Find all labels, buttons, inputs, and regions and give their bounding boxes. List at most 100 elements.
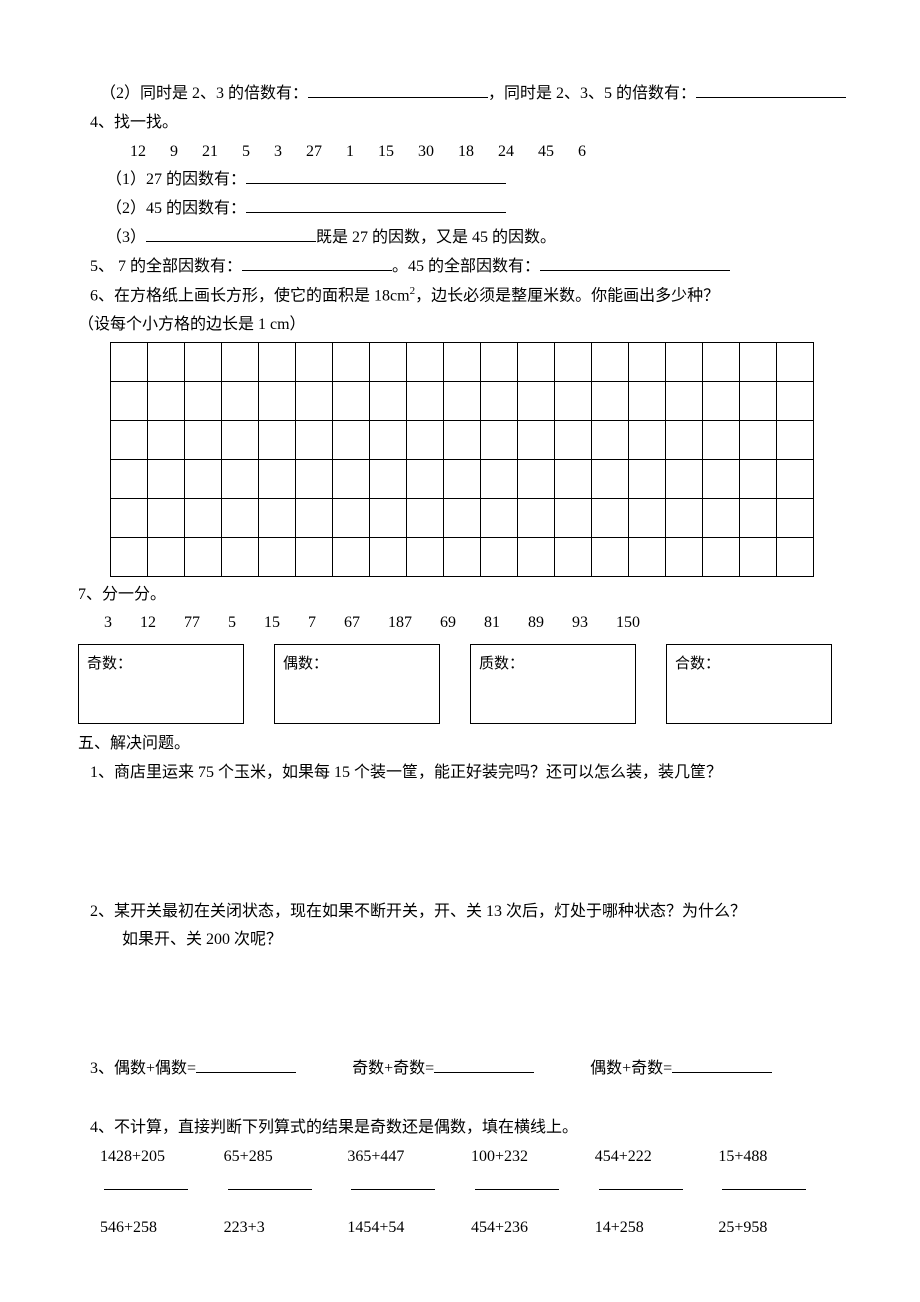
grid-cell[interactable]: [703, 381, 740, 420]
grid-cell[interactable]: [259, 537, 296, 576]
q4-p1-blank[interactable]: [246, 167, 506, 184]
grid-cell[interactable]: [111, 537, 148, 576]
grid-cell[interactable]: [259, 420, 296, 459]
grid-cell[interactable]: [629, 459, 666, 498]
grid-cell[interactable]: [777, 537, 814, 576]
grid-cell[interactable]: [370, 498, 407, 537]
grid-cell[interactable]: [444, 537, 481, 576]
grid-cell[interactable]: [259, 381, 296, 420]
grid-cell[interactable]: [296, 537, 333, 576]
grid-cell[interactable]: [185, 342, 222, 381]
grid-cell[interactable]: [666, 498, 703, 537]
grid-cell[interactable]: [333, 537, 370, 576]
grid-cell[interactable]: [296, 420, 333, 459]
q4-p3-blank[interactable]: [146, 225, 316, 242]
grid-cell[interactable]: [592, 420, 629, 459]
grid-cell[interactable]: [222, 420, 259, 459]
grid-cell[interactable]: [148, 537, 185, 576]
grid-cell[interactable]: [555, 537, 592, 576]
grid-cell[interactable]: [481, 420, 518, 459]
grid-cell[interactable]: [185, 381, 222, 420]
q7-box-odd[interactable]: 奇数：: [78, 644, 244, 724]
grid-cell[interactable]: [259, 498, 296, 537]
grid-cell[interactable]: [740, 537, 777, 576]
q3-2-blank1[interactable]: [308, 81, 488, 98]
grid-cell[interactable]: [666, 381, 703, 420]
q7-box-composite[interactable]: 合数：: [666, 644, 832, 724]
grid-cell[interactable]: [518, 381, 555, 420]
grid-cell[interactable]: [518, 537, 555, 576]
grid-cell[interactable]: [185, 498, 222, 537]
q5-blank1[interactable]: [242, 254, 392, 271]
grid-cell[interactable]: [555, 420, 592, 459]
grid-cell[interactable]: [333, 459, 370, 498]
grid-cell[interactable]: [296, 381, 333, 420]
q4-p2-blank[interactable]: [246, 196, 506, 213]
grid-cell[interactable]: [370, 420, 407, 459]
grid-cell[interactable]: [370, 537, 407, 576]
grid-cell[interactable]: [481, 498, 518, 537]
grid-cell[interactable]: [518, 498, 555, 537]
ans-blank[interactable]: [722, 1173, 806, 1190]
grid-cell[interactable]: [518, 420, 555, 459]
grid-cell[interactable]: [629, 420, 666, 459]
q7-box-prime[interactable]: 质数：: [470, 644, 636, 724]
grid-cell[interactable]: [407, 381, 444, 420]
grid-cell[interactable]: [592, 537, 629, 576]
grid-cell[interactable]: [296, 342, 333, 381]
grid-cell[interactable]: [740, 342, 777, 381]
grid-cell[interactable]: [333, 342, 370, 381]
grid-cell[interactable]: [148, 381, 185, 420]
grid-cell[interactable]: [703, 537, 740, 576]
grid-cell[interactable]: [333, 420, 370, 459]
grid-cell[interactable]: [555, 459, 592, 498]
grid-cell[interactable]: [629, 381, 666, 420]
grid-cell[interactable]: [111, 342, 148, 381]
grid-cell[interactable]: [481, 381, 518, 420]
grid-cell[interactable]: [740, 381, 777, 420]
grid-cell[interactable]: [407, 498, 444, 537]
grid-cell[interactable]: [185, 420, 222, 459]
grid-cell[interactable]: [592, 459, 629, 498]
grid-cell[interactable]: [407, 420, 444, 459]
grid-cell[interactable]: [740, 420, 777, 459]
grid-cell[interactable]: [777, 420, 814, 459]
grid-cell[interactable]: [518, 459, 555, 498]
grid-cell[interactable]: [222, 498, 259, 537]
grid-cell[interactable]: [111, 381, 148, 420]
grid-cell[interactable]: [296, 498, 333, 537]
grid-cell[interactable]: [222, 537, 259, 576]
grid-cell[interactable]: [370, 381, 407, 420]
grid-cell[interactable]: [259, 459, 296, 498]
grid-cell[interactable]: [629, 342, 666, 381]
ans-blank[interactable]: [228, 1173, 312, 1190]
grid-cell[interactable]: [703, 459, 740, 498]
grid-cell[interactable]: [407, 342, 444, 381]
grid-cell[interactable]: [555, 498, 592, 537]
grid-cell[interactable]: [629, 537, 666, 576]
grid-cell[interactable]: [111, 498, 148, 537]
ans-blank[interactable]: [104, 1173, 188, 1190]
grid-cell[interactable]: [148, 498, 185, 537]
grid-cell[interactable]: [222, 459, 259, 498]
grid-cell[interactable]: [703, 420, 740, 459]
sec5-q3-blank3[interactable]: [672, 1056, 772, 1073]
sec5-q3-blank1[interactable]: [196, 1056, 296, 1073]
grid-cell[interactable]: [518, 342, 555, 381]
grid-cell[interactable]: [666, 342, 703, 381]
grid-cell[interactable]: [555, 342, 592, 381]
grid-cell[interactable]: [370, 342, 407, 381]
grid-cell[interactable]: [444, 459, 481, 498]
grid-cell[interactable]: [703, 498, 740, 537]
grid-cell[interactable]: [703, 342, 740, 381]
grid-cell[interactable]: [592, 342, 629, 381]
grid-cell[interactable]: [481, 459, 518, 498]
grid-cell[interactable]: [555, 381, 592, 420]
grid-cell[interactable]: [370, 459, 407, 498]
grid-cell[interactable]: [666, 537, 703, 576]
grid-cell[interactable]: [148, 342, 185, 381]
grid-cell[interactable]: [592, 381, 629, 420]
grid-cell[interactable]: [629, 498, 666, 537]
grid-cell[interactable]: [333, 381, 370, 420]
q7-box-even[interactable]: 偶数：: [274, 644, 440, 724]
